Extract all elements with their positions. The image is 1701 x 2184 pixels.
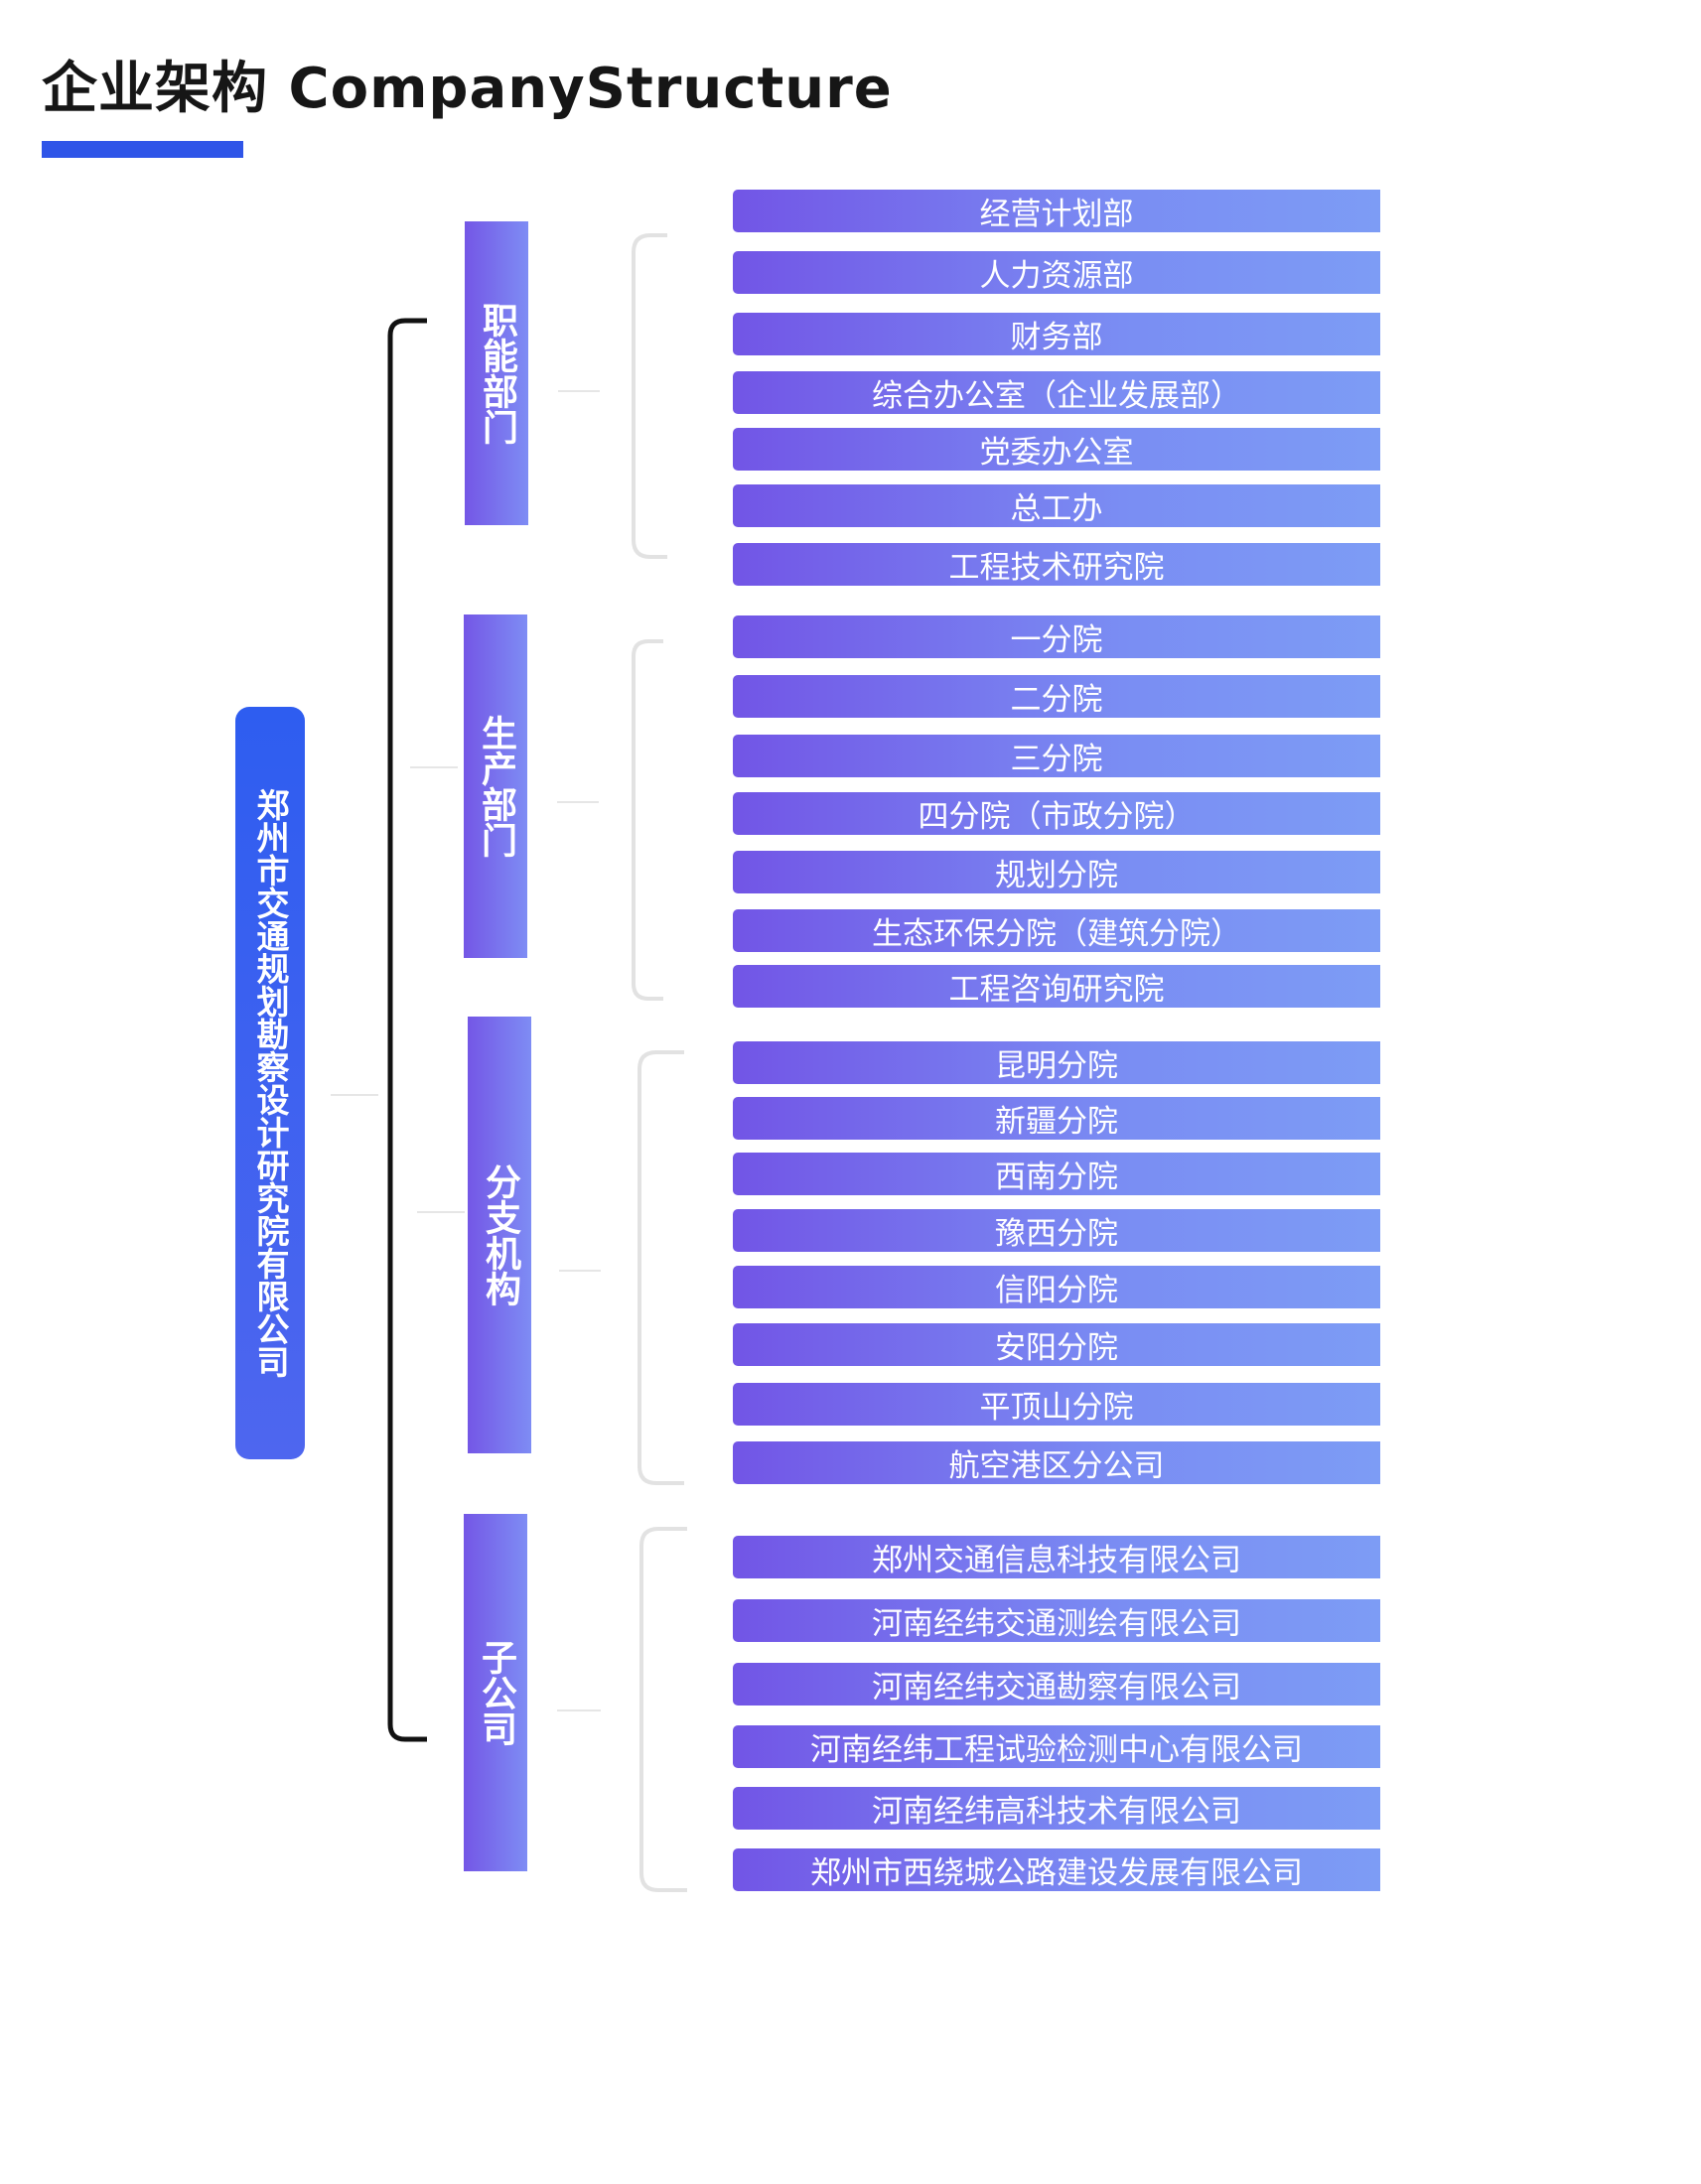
item-box: 河南经纬工程试验检测中心有限公司 — [733, 1725, 1380, 1768]
bracket-group-2 — [632, 639, 663, 1001]
item-box: 河南经纬交通测绘有限公司 — [733, 1599, 1380, 1642]
bracket-group-1 — [632, 233, 667, 559]
group-box-functional: 职能部门 — [465, 221, 528, 525]
page-title: 企业架构 CompanyStructure — [42, 57, 893, 121]
root-company-box: 郑州市交通规划勘察设计研究院有限公司 — [235, 707, 305, 1459]
root-company-label: 郑州市交通规划勘察设计研究院有限公司 — [251, 788, 290, 1378]
item-box: 昆明分院 — [733, 1041, 1380, 1084]
group-label: 子公司 — [476, 1639, 516, 1746]
item-box: 河南经纬高科技术有限公司 — [733, 1787, 1380, 1830]
group-box-subsidiaries: 子公司 — [464, 1514, 527, 1871]
item-box: 航空港区分公司 — [733, 1441, 1380, 1484]
item-box: 经营计划部 — [733, 190, 1380, 232]
item-box: 河南经纬交通勘察有限公司 — [733, 1663, 1380, 1706]
item-box: 党委办公室 — [733, 428, 1380, 471]
group-box-branches: 分支机构 — [468, 1017, 531, 1453]
item-box: 安阳分院 — [733, 1323, 1380, 1366]
item-box: 工程咨询研究院 — [733, 965, 1380, 1008]
item-box: 总工办 — [733, 484, 1380, 527]
item-box: 新疆分院 — [733, 1097, 1380, 1140]
title-underline — [42, 141, 243, 158]
group-label: 生产部门 — [476, 715, 516, 858]
item-box: 规划分院 — [733, 851, 1380, 893]
item-box: 人力资源部 — [733, 251, 1380, 294]
item-box: 一分院 — [733, 615, 1380, 658]
item-box: 工程技术研究院 — [733, 543, 1380, 586]
item-box: 四分院（市政分院） — [733, 792, 1380, 835]
group-label: 分支机构 — [480, 1163, 520, 1306]
item-box: 信阳分院 — [733, 1266, 1380, 1308]
bracket-group-3 — [638, 1050, 684, 1485]
item-box: 西南分院 — [733, 1153, 1380, 1195]
item-box: 生态环保分院（建筑分院） — [733, 909, 1380, 952]
bracket-group-4 — [639, 1527, 687, 1892]
main-bracket — [387, 318, 427, 1742]
item-box: 综合办公室（企业发展部） — [733, 371, 1380, 414]
item-box: 郑州交通信息科技有限公司 — [733, 1536, 1380, 1578]
item-box: 豫西分院 — [733, 1209, 1380, 1252]
group-label: 职能部门 — [477, 302, 517, 445]
group-box-production: 生产部门 — [464, 614, 527, 958]
item-box: 平顶山分院 — [733, 1383, 1380, 1426]
item-box: 二分院 — [733, 675, 1380, 718]
item-box: 郑州市西绕城公路建设发展有限公司 — [733, 1848, 1380, 1891]
item-box: 财务部 — [733, 313, 1380, 355]
item-box: 三分院 — [733, 735, 1380, 777]
